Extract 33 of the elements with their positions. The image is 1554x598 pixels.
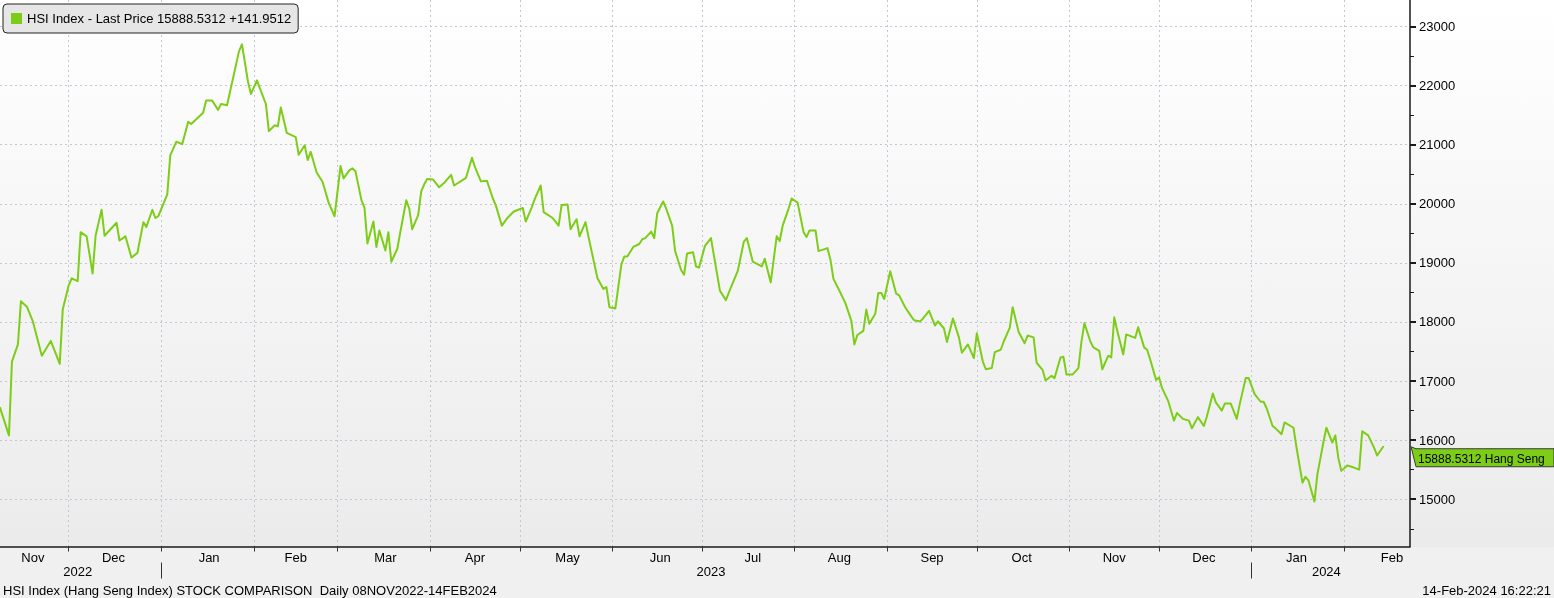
x-tick-label: Aug — [827, 549, 851, 565]
y-tick-label: 23000 — [1419, 19, 1456, 35]
text: HSI Index (Hang Seng Index) STOCK COMPARISON Daily 08NOV2022-14FEB2024 — [3, 582, 497, 598]
text: 15888.5312 Hang Seng — [1418, 451, 1545, 466]
x2-tick-label: 2024 — [1311, 563, 1341, 579]
y-tick-label: 18000 — [1419, 314, 1456, 330]
y-tick-label: 16000 — [1419, 432, 1456, 448]
x-tick-label: Jan — [1286, 549, 1307, 565]
x-tick-label: Jul — [744, 549, 762, 565]
line-series — [0, 43, 1385, 503]
x-tick-label: Dec — [1192, 549, 1216, 565]
x-tick-label: Dec — [101, 549, 126, 565]
y-tick-label: 22000 — [1419, 78, 1456, 94]
x-tick-label: Oct — [1011, 549, 1033, 565]
x-tick-label: Nov — [21, 549, 45, 565]
x-tick-label: Jan — [198, 549, 220, 565]
text: 14-Feb-2024 16:22:21 — [1422, 582, 1551, 598]
x-tick-label: Sep — [920, 549, 944, 565]
y-tick-label: 19000 — [1419, 255, 1456, 271]
x-tick-label: May — [555, 549, 581, 565]
y-tick-label: 21000 — [1419, 137, 1456, 153]
x-tick-label: Feb — [284, 549, 307, 565]
y-tick-label: 17000 — [1419, 373, 1456, 389]
x-tick-label: Feb — [1380, 549, 1404, 565]
legend-label: HSI Index - Last Price 15888.5312 +141.9512 — [27, 11, 292, 26]
x2-tick-label: 2023 — [696, 563, 726, 579]
y-tick-label: 20000 — [1419, 196, 1456, 212]
x-tick-label: Apr — [464, 549, 486, 565]
y-tick-label: 15000 — [1419, 491, 1456, 507]
x2-tick-label: 2022 — [63, 563, 93, 579]
x-tick-label: Jun — [649, 549, 671, 565]
x-tick-label: Nov — [1102, 549, 1127, 565]
x-tick-label: Mar — [374, 549, 398, 565]
